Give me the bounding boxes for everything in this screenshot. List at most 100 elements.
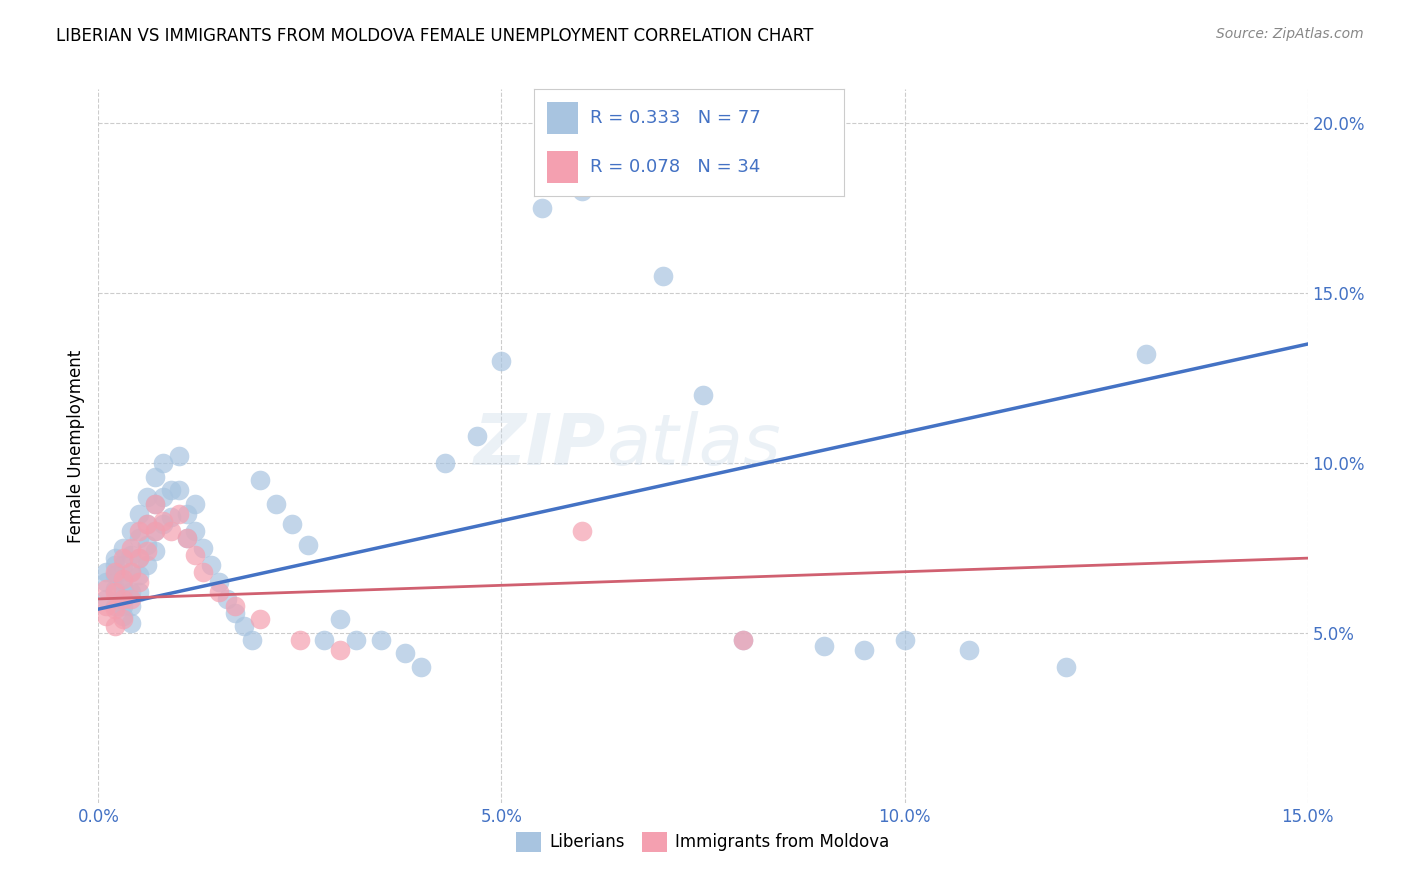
Text: R = 0.078   N = 34: R = 0.078 N = 34 bbox=[591, 159, 761, 177]
Text: LIBERIAN VS IMMIGRANTS FROM MOLDOVA FEMALE UNEMPLOYMENT CORRELATION CHART: LIBERIAN VS IMMIGRANTS FROM MOLDOVA FEMA… bbox=[56, 27, 814, 45]
Point bbox=[370, 632, 392, 647]
Point bbox=[167, 507, 190, 521]
Point bbox=[111, 558, 134, 572]
Point bbox=[344, 632, 367, 647]
Point bbox=[232, 619, 254, 633]
Point bbox=[111, 541, 134, 555]
Point bbox=[128, 551, 150, 566]
Point bbox=[193, 565, 215, 579]
Text: Source: ZipAtlas.com: Source: ZipAtlas.com bbox=[1216, 27, 1364, 41]
Point bbox=[853, 643, 876, 657]
Point bbox=[893, 632, 915, 647]
Point bbox=[184, 524, 207, 538]
Point bbox=[224, 606, 246, 620]
Point bbox=[143, 524, 166, 538]
Point bbox=[135, 537, 157, 551]
Point bbox=[111, 591, 134, 606]
Point bbox=[314, 632, 336, 647]
Point bbox=[128, 524, 150, 538]
Point bbox=[297, 537, 319, 551]
Point bbox=[208, 585, 231, 599]
Point bbox=[167, 483, 190, 498]
Point bbox=[103, 619, 125, 633]
Point bbox=[120, 565, 142, 579]
Y-axis label: Female Unemployment: Female Unemployment bbox=[66, 350, 84, 542]
Point bbox=[571, 524, 593, 538]
Point bbox=[152, 456, 174, 470]
Point bbox=[120, 585, 142, 599]
Point bbox=[224, 599, 246, 613]
Text: R = 0.333   N = 77: R = 0.333 N = 77 bbox=[591, 109, 761, 127]
Point bbox=[167, 449, 190, 463]
Point bbox=[103, 565, 125, 579]
Point bbox=[96, 574, 118, 589]
Point bbox=[281, 517, 304, 532]
Point bbox=[152, 490, 174, 504]
Point bbox=[176, 507, 198, 521]
Point bbox=[128, 574, 150, 589]
Point bbox=[103, 599, 125, 613]
Point bbox=[143, 497, 166, 511]
Point bbox=[103, 558, 125, 572]
Point bbox=[120, 599, 142, 613]
Point bbox=[128, 551, 150, 566]
Point bbox=[96, 591, 118, 606]
Point bbox=[111, 582, 134, 596]
Point bbox=[249, 473, 271, 487]
Point bbox=[135, 558, 157, 572]
FancyBboxPatch shape bbox=[547, 102, 578, 134]
FancyBboxPatch shape bbox=[547, 152, 578, 184]
Point bbox=[176, 531, 198, 545]
Point bbox=[103, 568, 125, 582]
Point bbox=[128, 568, 150, 582]
Point bbox=[434, 456, 457, 470]
Point bbox=[692, 388, 714, 402]
Point bbox=[120, 524, 142, 538]
Point bbox=[111, 574, 134, 589]
Point bbox=[111, 572, 134, 586]
Point bbox=[329, 643, 352, 657]
Point bbox=[1054, 660, 1077, 674]
Point bbox=[96, 565, 118, 579]
Point bbox=[96, 582, 118, 596]
Point bbox=[135, 544, 157, 558]
Point bbox=[143, 544, 166, 558]
Point bbox=[120, 591, 142, 606]
Point bbox=[193, 541, 215, 555]
Text: atlas: atlas bbox=[606, 411, 780, 481]
Point bbox=[152, 517, 174, 532]
Point bbox=[208, 574, 231, 589]
Point bbox=[240, 632, 263, 647]
Point bbox=[409, 660, 432, 674]
Point bbox=[813, 640, 835, 654]
Point bbox=[530, 201, 553, 215]
Point bbox=[135, 490, 157, 504]
Point bbox=[571, 184, 593, 198]
Point bbox=[111, 599, 134, 613]
Point bbox=[143, 469, 166, 483]
Point bbox=[96, 608, 118, 623]
Point bbox=[103, 602, 125, 616]
Point bbox=[103, 582, 125, 596]
Point bbox=[176, 531, 198, 545]
Point bbox=[217, 591, 239, 606]
Point bbox=[128, 531, 150, 545]
Point bbox=[733, 632, 755, 647]
Point bbox=[612, 144, 634, 158]
Point bbox=[160, 510, 183, 524]
Point bbox=[96, 599, 118, 613]
Point bbox=[120, 615, 142, 630]
Point bbox=[160, 483, 183, 498]
Point bbox=[111, 551, 134, 566]
Point bbox=[111, 608, 134, 623]
Point bbox=[264, 497, 287, 511]
Point bbox=[184, 497, 207, 511]
Point bbox=[120, 541, 142, 555]
Point bbox=[152, 514, 174, 528]
Point bbox=[128, 507, 150, 521]
Point bbox=[184, 548, 207, 562]
Point bbox=[651, 269, 673, 284]
Point bbox=[135, 517, 157, 532]
Point bbox=[120, 548, 142, 562]
Point bbox=[249, 612, 271, 626]
